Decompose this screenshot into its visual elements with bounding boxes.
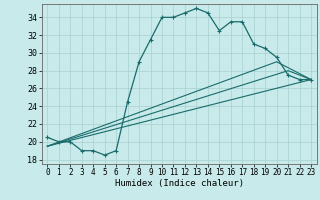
X-axis label: Humidex (Indice chaleur): Humidex (Indice chaleur) — [115, 179, 244, 188]
